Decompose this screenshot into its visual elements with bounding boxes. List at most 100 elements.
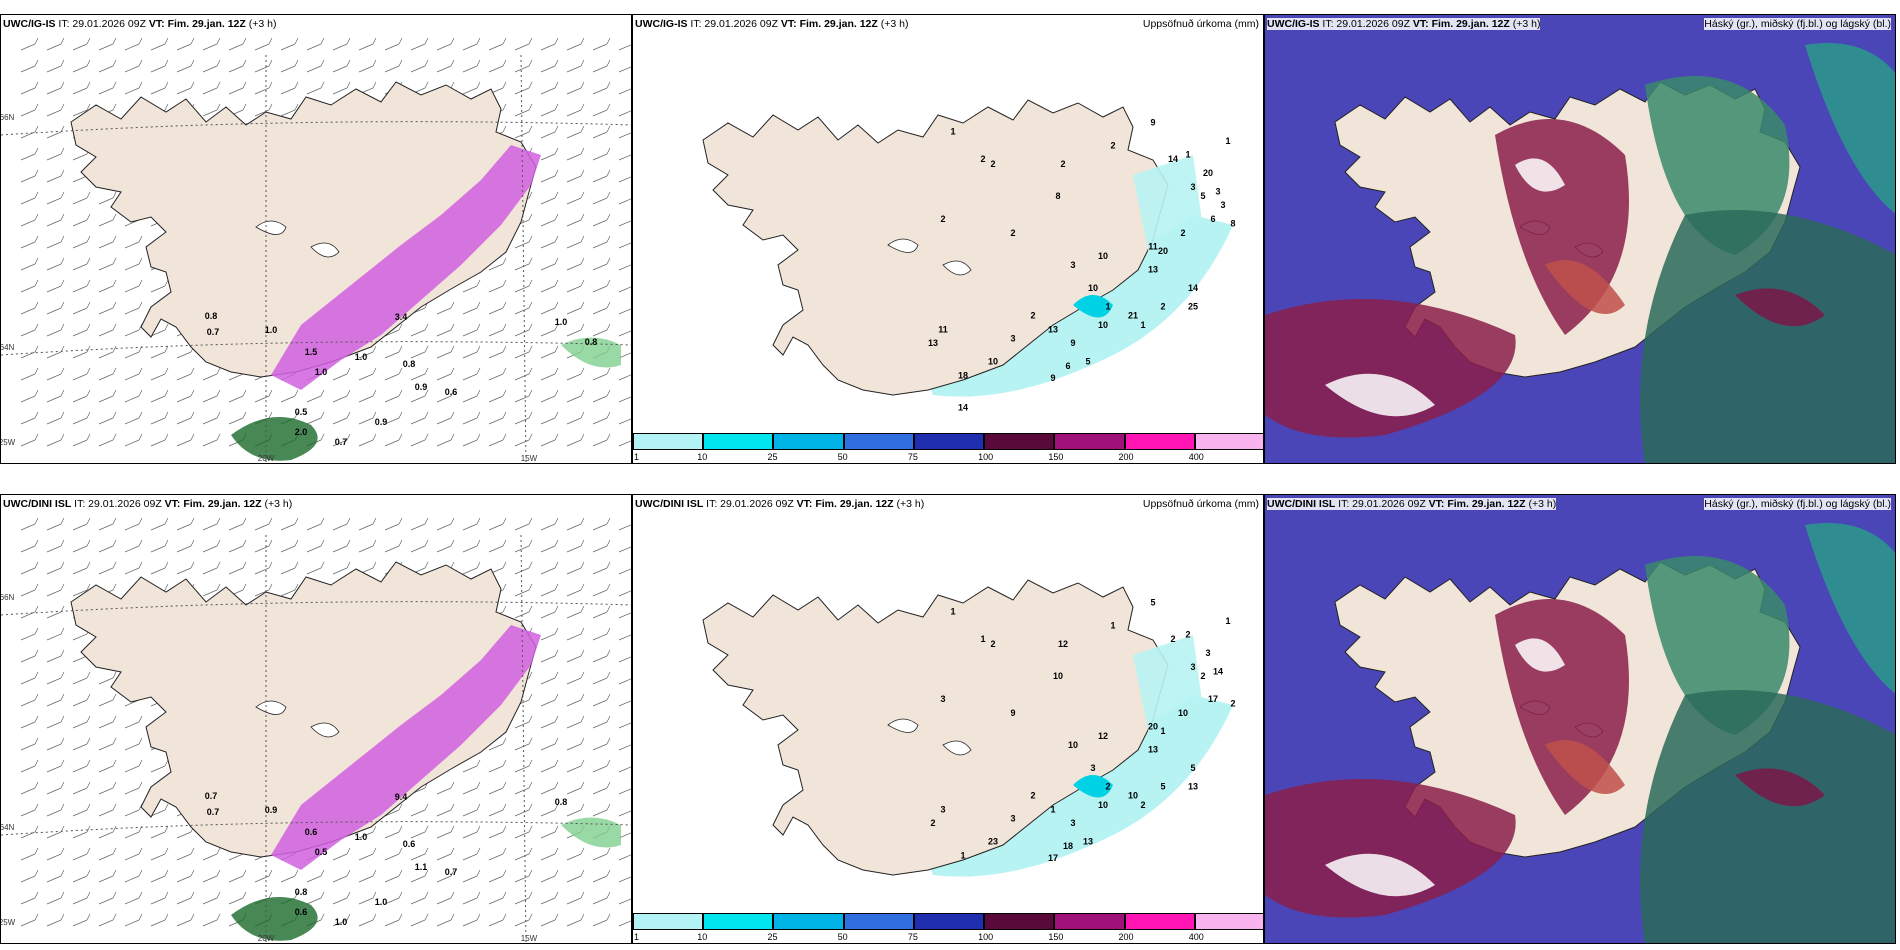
wind-barb [540,191,559,205]
wind-barb [20,891,39,905]
colorbar-segment [1054,913,1125,930]
wind-barb [124,279,143,293]
precip-value-label: 1 [1140,320,1145,330]
wind-barb [358,847,377,861]
wind-barb [98,301,117,315]
wind-barb [98,257,117,271]
lat-label: 66N [1,593,15,602]
wind-barb [124,59,143,73]
wind-barb [462,825,481,839]
wind-barb [358,367,377,381]
wind-barb [410,803,429,817]
wind-barb [540,825,559,839]
colorbar-tick-label: 200 [1118,452,1134,462]
wind-barb [358,411,377,425]
wind-barb [72,737,91,751]
panel-header: UWC/IG-IS IT: 29.01.2026 09Z VT: Fim. 29… [3,18,277,30]
panel-precip-igis: UWC/IG-IS IT: 29.01.2026 09Z VT: Fim. 29… [632,14,1264,464]
wind-barb [306,869,325,883]
wind-barb [436,433,455,447]
wind-barb [176,411,195,425]
wind-barb [98,191,117,205]
wind-barb [20,411,39,425]
wind-barb [540,759,559,773]
wind-barb [280,103,299,117]
wind-barb [72,59,91,73]
wind-barb [98,323,117,337]
wind-barb [540,781,559,795]
precip-value-label: 10 [1088,283,1098,293]
wind-barb [124,389,143,403]
colorbar-tick-label: 1 [634,932,640,942]
wind-barb [228,561,247,575]
colorbar-segment [1124,913,1195,930]
cloud-low [1735,288,1825,327]
wind-barb [540,323,559,337]
wind-barb [202,539,221,553]
wind-barb [358,59,377,73]
wind-barb [20,345,39,359]
glacier-lake [310,722,340,738]
wind-value-label: 1.5 [305,347,318,357]
colorbar-segment [1054,433,1125,450]
precip-value-label: 2 [1110,140,1115,150]
precip-value-label: 17 [1208,694,1218,704]
lat-line [1,341,631,356]
colorbar-segment [773,913,844,930]
wind-barb [618,788,631,795]
wind-barb [46,803,65,817]
wind-barb [124,913,143,927]
wind-barb [436,803,455,817]
wind-barb [592,323,611,337]
wind-barb [540,803,559,817]
wind-barb [20,561,39,575]
precip-value-label: 2 [1140,800,1145,810]
wind-barb [514,367,533,381]
wind-barb [280,539,299,553]
precip-value-label: 6 [1065,361,1070,371]
precip-value-label: 2 [1230,699,1235,709]
precip-value-label: 9 [1070,338,1075,348]
wind-barb [566,737,585,751]
wind-barb [514,847,533,861]
wind-barb [618,396,631,403]
wind-barb [462,803,481,817]
wind-barb [98,803,117,817]
cloud-low [1545,740,1625,794]
wind-barb [514,891,533,905]
wind-barb [514,803,533,817]
precip-value-label: 6 [1210,214,1215,224]
wind-barb [20,517,39,531]
wind-barb [592,627,611,641]
wind-barb [436,323,455,337]
colorbar-tick-label: 100 [978,932,994,942]
precip-value-label: 10 [1098,800,1108,810]
cloud-high [1640,210,1895,463]
wind-barb [540,279,559,293]
wind-barb [462,411,481,425]
wind-barb [46,257,65,271]
wind-barb [384,345,403,359]
wind-barb [384,433,403,447]
wind-barb [358,825,377,839]
precip-value-label: 21 [1128,311,1138,321]
precip-value-label: 17 [1048,853,1058,863]
precip-value-label: 23 [988,837,998,847]
wind-barb [46,913,65,927]
wind-barb [98,411,117,425]
wind-barb [176,561,195,575]
precip-value-label: 3 [1190,662,1195,672]
wind-barb [254,59,273,73]
wind-barb [280,517,299,531]
lon-label: 20W [258,934,275,943]
wind-barb [410,345,429,359]
wind-barb [46,411,65,425]
cloud-low [1265,779,1516,918]
wind-barb [384,367,403,381]
wind-barb [150,891,169,905]
wind-barb [124,781,143,795]
panel-precip-dini: UWC/DINI ISL IT: 29.01.2026 09Z VT: Fim.… [632,494,1264,944]
precip-value-label: 2 [1160,301,1165,311]
precip-value-label: 14 [1188,283,1198,293]
wind-barb [514,781,533,795]
